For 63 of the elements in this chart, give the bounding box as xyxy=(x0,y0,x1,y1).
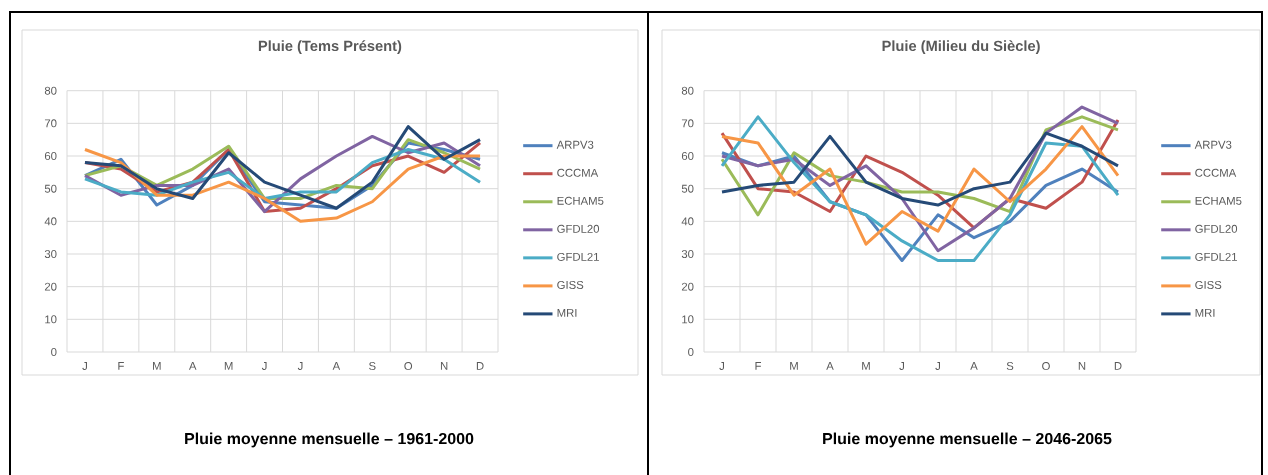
x-tick-label: J xyxy=(82,362,87,370)
y-tick-label: 50 xyxy=(681,184,694,193)
y-tick-label: 20 xyxy=(681,282,694,291)
y-tick-label: 20 xyxy=(44,282,57,291)
legend-label: CCCMA xyxy=(1195,168,1237,177)
legend-label: ECHAM5 xyxy=(557,196,604,205)
text: Pluie moyenne mensuelle – 1961-2000 xyxy=(185,432,474,448)
y-tick-label: 80 xyxy=(681,86,694,95)
x-tick-label: A xyxy=(826,362,834,370)
legend-label: GFDL20 xyxy=(557,224,600,233)
legend-label: MRI xyxy=(1195,308,1215,317)
legend-label: GISS xyxy=(557,280,584,289)
legend-label: ECHAM5 xyxy=(1195,196,1242,205)
y-tick-label: 80 xyxy=(44,86,57,95)
legend-label: GFDL21 xyxy=(1195,252,1237,261)
x-tick-label: F xyxy=(118,362,124,370)
x-tick-label: S xyxy=(1006,362,1014,371)
x-tick-label: N xyxy=(1078,362,1086,370)
y-tick-label: 60 xyxy=(44,152,57,161)
line-series xyxy=(720,131,1120,207)
x-tick-label: M xyxy=(862,362,870,370)
x-tick-label: J xyxy=(297,362,303,370)
legend-label: ARPV3 xyxy=(1194,140,1232,149)
legend-label: GFDL20 xyxy=(1195,224,1238,233)
x-tick-label: O xyxy=(404,362,413,371)
x-tick-label: M xyxy=(224,362,233,370)
y-tick-label: 40 xyxy=(681,217,694,226)
x-tick-label: N xyxy=(440,362,448,370)
y-tick-label: 30 xyxy=(44,250,57,259)
y-tick-label: 70 xyxy=(681,119,694,128)
legend-label: MRI xyxy=(557,308,577,317)
line-series xyxy=(83,147,482,223)
y-tick-label: 0 xyxy=(51,347,57,356)
y-tick-label: 60 xyxy=(681,152,694,161)
x-tick-label: S xyxy=(369,362,376,371)
legend-label: CCCMA xyxy=(557,168,599,177)
x-tick-label: O xyxy=(1042,362,1050,371)
x-tick-label: M xyxy=(153,362,161,370)
x-tick-label: A xyxy=(188,362,197,370)
x-tick-label: M xyxy=(790,362,798,370)
x-tick-label: J xyxy=(935,362,940,370)
x-tick-label: A xyxy=(970,362,978,370)
x-tick-label: J xyxy=(899,362,904,370)
x-tick-label: F xyxy=(755,362,761,370)
y-tick-label: 10 xyxy=(682,315,694,324)
y-tick-label: 0 xyxy=(688,347,694,356)
y-tick-label: 70 xyxy=(44,119,57,128)
y-tick-label: 10 xyxy=(45,315,57,324)
x-tick-label: A xyxy=(332,362,341,370)
x-tick-label: D xyxy=(1114,362,1122,370)
x-tick-label: J xyxy=(719,362,724,370)
y-tick-label: 40 xyxy=(44,217,57,226)
x-tick-label: J xyxy=(261,362,267,370)
x-tick-label: D xyxy=(476,362,484,370)
line-series xyxy=(720,125,1120,246)
legend-label: GFDL21 xyxy=(557,252,599,261)
legend-label: GISS xyxy=(1195,280,1222,289)
legend-label: ARPV3 xyxy=(556,140,594,149)
chart-title: Pluie (Milieu du Siècle) xyxy=(882,40,1040,54)
chart-title: Pluie (Tems Présent) xyxy=(258,40,402,54)
text: Pluie moyenne mensuelle – 2046-2065 xyxy=(823,432,1112,448)
y-tick-label: 30 xyxy=(681,250,694,259)
y-tick-label: 50 xyxy=(44,184,57,193)
